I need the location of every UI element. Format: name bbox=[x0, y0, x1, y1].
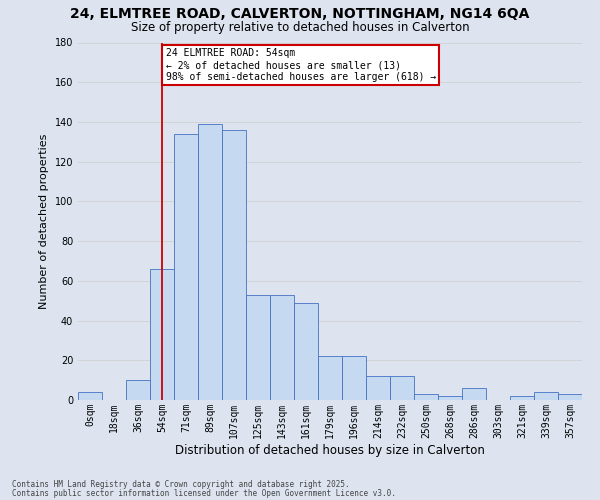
Bar bbox=[198, 124, 222, 400]
Text: Size of property relative to detached houses in Calverton: Size of property relative to detached ho… bbox=[131, 21, 469, 34]
Bar bbox=[294, 302, 318, 400]
Text: 24, ELMTREE ROAD, CALVERTON, NOTTINGHAM, NG14 6QA: 24, ELMTREE ROAD, CALVERTON, NOTTINGHAM,… bbox=[70, 8, 530, 22]
Bar bbox=[390, 376, 414, 400]
Y-axis label: Number of detached properties: Number of detached properties bbox=[39, 134, 49, 309]
Text: Contains HM Land Registry data © Crown copyright and database right 2025.: Contains HM Land Registry data © Crown c… bbox=[12, 480, 350, 489]
Text: 24 ELMTREE ROAD: 54sqm
← 2% of detached houses are smaller (13)
98% of semi-deta: 24 ELMTREE ROAD: 54sqm ← 2% of detached … bbox=[166, 48, 436, 82]
X-axis label: Distribution of detached houses by size in Calverton: Distribution of detached houses by size … bbox=[175, 444, 485, 456]
Bar bbox=[222, 130, 246, 400]
Bar bbox=[246, 294, 270, 400]
Bar bbox=[414, 394, 438, 400]
Bar bbox=[534, 392, 558, 400]
Bar bbox=[366, 376, 390, 400]
Bar bbox=[462, 388, 486, 400]
Bar bbox=[78, 392, 102, 400]
Bar bbox=[270, 294, 294, 400]
Bar bbox=[174, 134, 198, 400]
Bar bbox=[126, 380, 150, 400]
Bar bbox=[510, 396, 534, 400]
Bar bbox=[150, 269, 174, 400]
Bar bbox=[558, 394, 582, 400]
Bar bbox=[438, 396, 462, 400]
Bar bbox=[342, 356, 366, 400]
Text: Contains public sector information licensed under the Open Government Licence v3: Contains public sector information licen… bbox=[12, 489, 396, 498]
Bar bbox=[318, 356, 342, 400]
